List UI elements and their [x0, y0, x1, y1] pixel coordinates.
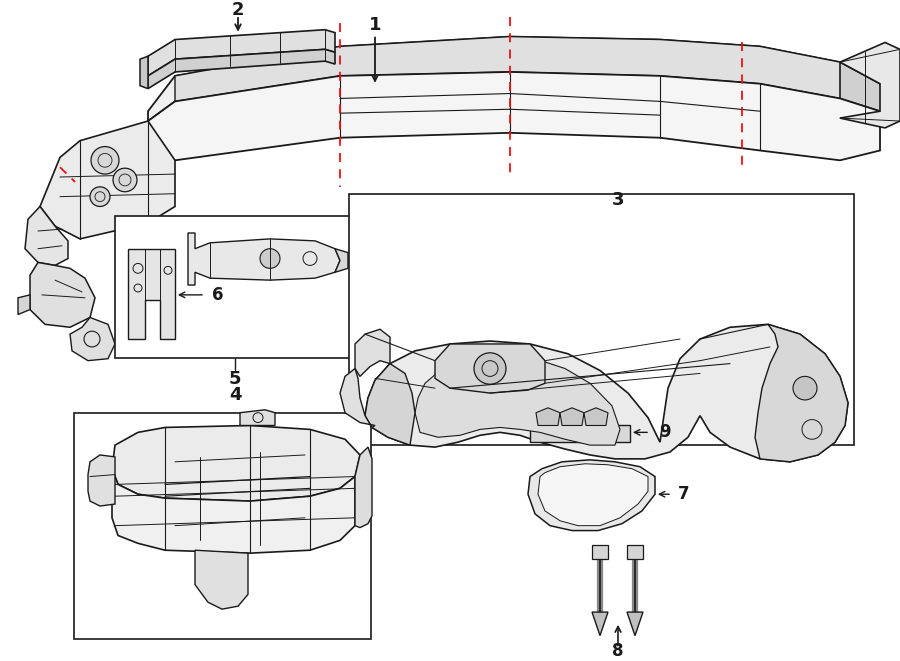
Polygon shape	[530, 426, 630, 442]
Polygon shape	[840, 62, 885, 111]
Polygon shape	[528, 460, 655, 531]
Polygon shape	[240, 410, 275, 426]
Polygon shape	[560, 408, 584, 426]
Polygon shape	[415, 357, 620, 445]
Polygon shape	[365, 325, 848, 462]
Polygon shape	[195, 550, 248, 609]
Polygon shape	[148, 50, 335, 89]
Bar	[115, 216, 351, 358]
Bar	[592, 545, 608, 559]
Bar	[349, 194, 854, 445]
Bar	[627, 545, 643, 559]
Circle shape	[90, 187, 110, 206]
Text: 2: 2	[232, 1, 244, 19]
Text: 7: 7	[679, 485, 689, 503]
Circle shape	[793, 376, 817, 400]
Circle shape	[113, 168, 137, 192]
Polygon shape	[30, 262, 95, 327]
Text: 6: 6	[212, 286, 224, 304]
Text: 9: 9	[659, 423, 670, 442]
Polygon shape	[335, 249, 348, 272]
Polygon shape	[128, 249, 175, 339]
Polygon shape	[112, 469, 355, 553]
Polygon shape	[140, 56, 148, 89]
Polygon shape	[340, 369, 375, 428]
Polygon shape	[88, 455, 115, 506]
Text: 1: 1	[369, 16, 382, 34]
Polygon shape	[365, 364, 415, 445]
Polygon shape	[538, 464, 648, 525]
Polygon shape	[355, 447, 372, 527]
Text: 4: 4	[229, 386, 241, 404]
Polygon shape	[148, 72, 880, 174]
Text: 8: 8	[612, 642, 624, 660]
Text: 3: 3	[612, 190, 625, 209]
Polygon shape	[175, 36, 880, 101]
Polygon shape	[536, 408, 560, 426]
Polygon shape	[435, 344, 545, 393]
Polygon shape	[70, 317, 115, 361]
Polygon shape	[148, 30, 335, 76]
Polygon shape	[627, 612, 643, 636]
Polygon shape	[355, 329, 390, 376]
Polygon shape	[25, 206, 68, 266]
Circle shape	[474, 353, 506, 384]
Polygon shape	[584, 408, 608, 426]
Polygon shape	[148, 36, 885, 121]
Polygon shape	[592, 612, 608, 636]
Bar	[74, 412, 371, 639]
Polygon shape	[755, 325, 848, 462]
Circle shape	[91, 147, 119, 174]
Circle shape	[260, 249, 280, 268]
Polygon shape	[112, 426, 360, 501]
Polygon shape	[840, 42, 900, 128]
Polygon shape	[188, 233, 340, 285]
Polygon shape	[40, 121, 175, 239]
Polygon shape	[18, 295, 30, 315]
Text: 5: 5	[229, 370, 241, 388]
